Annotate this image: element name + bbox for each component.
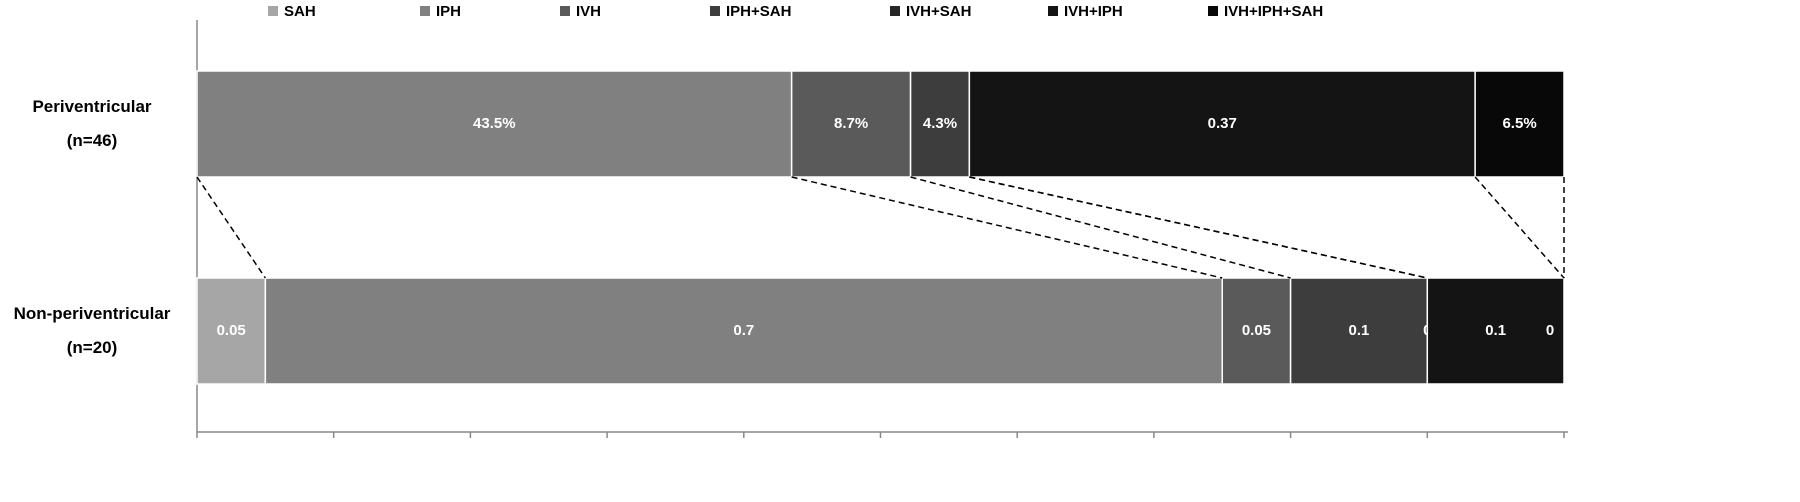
- legend-swatch: [710, 6, 720, 16]
- legend-label: IPH: [436, 3, 461, 20]
- bar-segment: [1426, 277, 1565, 385]
- legend-swatch: [420, 6, 430, 16]
- bar-segment: [790, 70, 912, 178]
- legend-label: IPH+SAH: [726, 3, 791, 20]
- connector: [791, 176, 1223, 279]
- data-label: 43.5%: [473, 115, 516, 132]
- data-label: 6.5%: [1502, 115, 1536, 132]
- data-label: 8.7%: [834, 115, 868, 132]
- bar-segment: [1289, 277, 1429, 385]
- data-label: 0.7: [733, 322, 754, 339]
- legend-label: SAH: [284, 3, 316, 20]
- data-label: 4.3%: [923, 115, 957, 132]
- legend-swatch: [560, 6, 570, 16]
- data-label: 0.05: [1242, 322, 1271, 339]
- category-label: Non-periventricular (n=20): [13, 304, 171, 357]
- category-label: Periventricular (n=46): [32, 97, 152, 150]
- data-label: 0: [1546, 322, 1554, 339]
- connector: [1474, 176, 1565, 279]
- legend-swatch: [268, 6, 278, 16]
- legend-label: IVH+IPH: [1064, 3, 1123, 20]
- legend-swatch: [1048, 6, 1058, 16]
- data-label: 0.1: [1485, 322, 1506, 339]
- legend-label: IVH+SAH: [906, 3, 971, 20]
- legend-swatch: [890, 6, 900, 16]
- legend-swatch: [1208, 6, 1218, 16]
- connector: [910, 176, 1291, 279]
- connector: [196, 176, 266, 279]
- data-label: 0.1: [1349, 322, 1370, 339]
- data-label: 0.37: [1208, 115, 1237, 132]
- bar-segment: [968, 70, 1476, 178]
- bar-segment: [909, 70, 971, 178]
- data-label: 0.05: [217, 322, 246, 339]
- legend-label: IVH: [576, 3, 601, 20]
- bar-segment: [196, 70, 793, 178]
- legend-label: IVH+IPH+SAH: [1224, 3, 1323, 20]
- bar-segment: [264, 277, 1224, 385]
- connector: [969, 176, 1428, 279]
- bar-segment: [1474, 70, 1565, 178]
